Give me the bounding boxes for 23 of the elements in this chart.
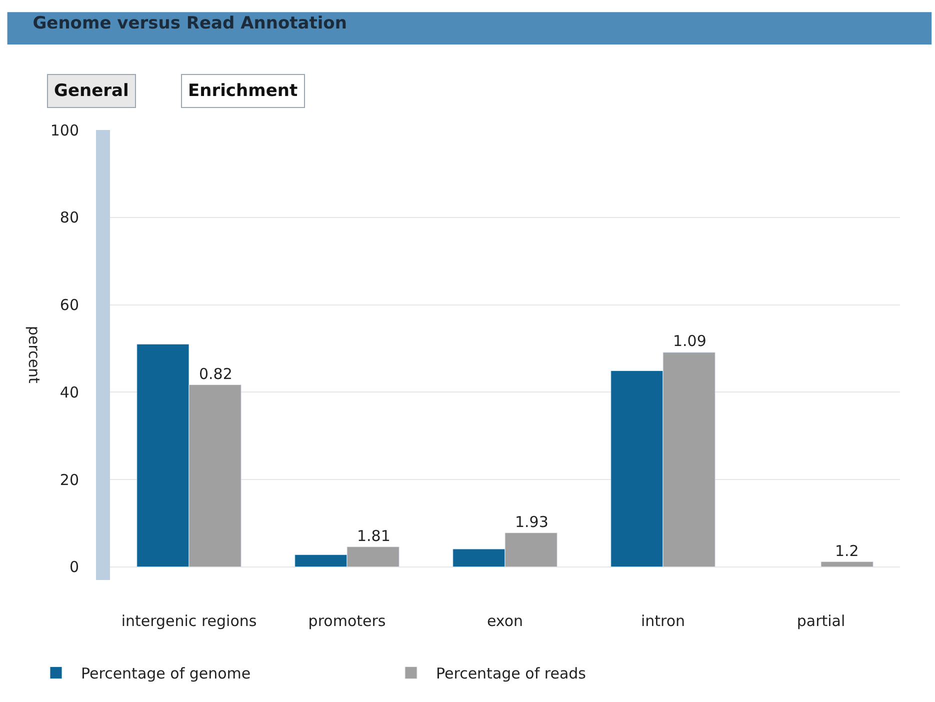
x-tick-label: promoters (308, 612, 386, 630)
text: General (54, 81, 129, 101)
y-tick-label: 0 (69, 558, 79, 576)
y-tick-label: 60 (60, 296, 79, 314)
annotation: 1.93 (515, 513, 548, 531)
y-tick-label: 20 (60, 470, 79, 489)
y-tick-label: 40 (60, 383, 79, 402)
annotation: 1.09 (673, 332, 706, 350)
text: Enrichment (188, 81, 298, 101)
annotation: 1.2 (835, 542, 859, 560)
y-axis-title: percent (25, 326, 44, 384)
annotation: 0.82 (199, 365, 232, 383)
y-tick-label: 100 (50, 121, 79, 140)
chart-title: Genome versus Read Annotation (32, 13, 347, 34)
legend-label: Percentage of reads (436, 664, 586, 683)
x-tick-label: exon (486, 612, 524, 630)
bar (820, 561, 874, 568)
annotation: 1.81 (357, 527, 390, 545)
y-tick-label: 80 (60, 208, 79, 227)
x-tick-label: partial (796, 612, 846, 630)
x-tick-label: intergenic regions (121, 612, 257, 630)
x-tick-label: intron (640, 612, 686, 630)
legend-label: Percentage of genome (81, 664, 251, 683)
